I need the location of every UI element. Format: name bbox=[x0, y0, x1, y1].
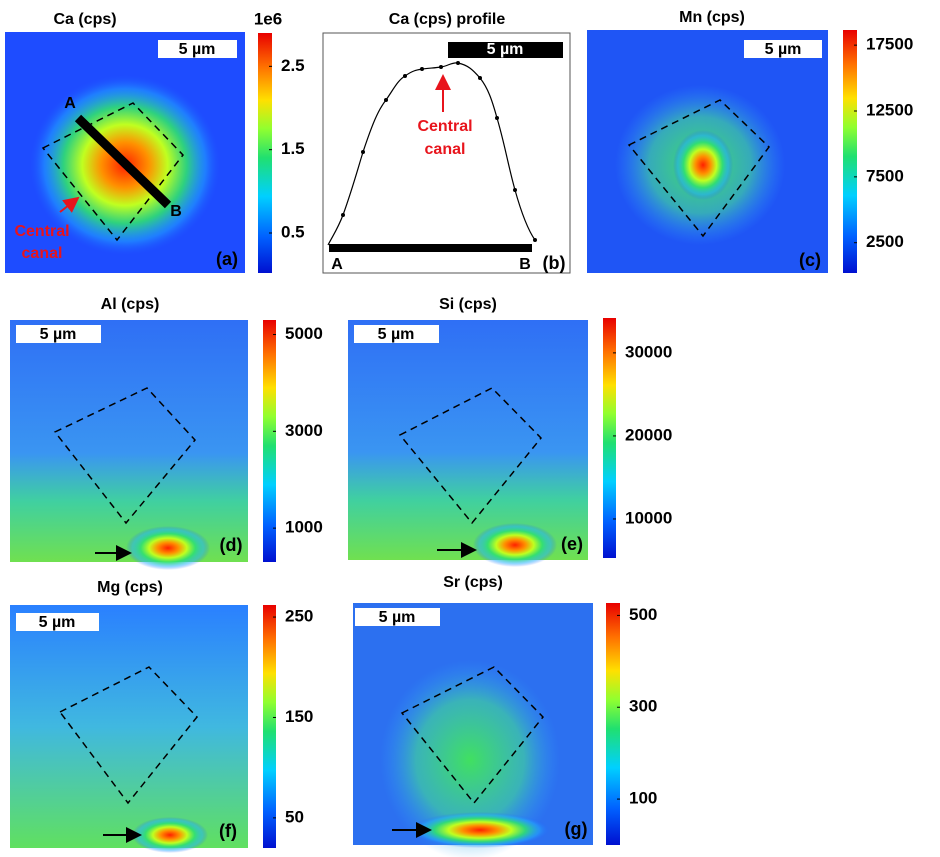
canal-label: canal bbox=[425, 141, 466, 158]
scale-bar-label: 5 µm bbox=[40, 326, 77, 343]
colorbar-tick-label: 20000 bbox=[625, 425, 672, 444]
colorbar-tick-label: 17500 bbox=[866, 35, 913, 54]
canal-label: canal bbox=[22, 245, 63, 262]
colorbar bbox=[603, 318, 616, 558]
outline bbox=[627, 99, 770, 238]
colorbar-tick-label: 300 bbox=[629, 697, 657, 716]
colorbar-tick-label: 1.5 bbox=[281, 139, 305, 158]
panel-title: Sr (cps) bbox=[443, 574, 503, 591]
panel-title: Al (cps) bbox=[101, 296, 160, 313]
panel-title: Si (cps) bbox=[439, 296, 497, 313]
scale-bar bbox=[744, 40, 822, 58]
colorbar bbox=[263, 605, 276, 848]
arrow bbox=[59, 196, 80, 213]
scale-bar-label: 5 µm bbox=[765, 41, 802, 58]
scale-bar-label: 5 µm bbox=[378, 326, 415, 343]
outline bbox=[400, 666, 545, 805]
heatmap bbox=[10, 320, 248, 562]
panel-b: Ca (cps) profile 5 µm Central canal A B … bbox=[322, 11, 571, 274]
profile-points bbox=[341, 61, 537, 242]
scale-bar-label: 5 µm bbox=[179, 41, 216, 58]
panel-e: Si (cps) 5 µm (e) bbox=[348, 296, 588, 567]
scale-bar bbox=[354, 325, 439, 343]
colorbar-tick-label: 0.5 bbox=[281, 222, 305, 241]
heatmap bbox=[10, 605, 248, 848]
scale-bar-label: 5 µm bbox=[487, 41, 524, 58]
point-label: A bbox=[331, 256, 343, 273]
panel-f: Mg (cps) 5 µm (f) bbox=[10, 579, 248, 853]
panel-d: Al (cps) 5 µm (d) bbox=[10, 296, 248, 570]
panel-title: Ca (cps) bbox=[53, 11, 116, 28]
outline bbox=[398, 387, 543, 525]
heatmap-spot bbox=[126, 526, 210, 570]
colorbar-tick-label: 500 bbox=[629, 605, 657, 624]
scale-bar bbox=[16, 325, 101, 343]
panel-title: Mg (cps) bbox=[97, 579, 163, 596]
panel-label: (d) bbox=[220, 535, 243, 555]
colorbar bbox=[258, 33, 272, 273]
panel-label: (a) bbox=[216, 249, 238, 269]
panel-label: (c) bbox=[799, 250, 821, 270]
outline bbox=[41, 102, 184, 242]
colorbar bbox=[606, 603, 620, 845]
panel-label: (b) bbox=[543, 253, 566, 273]
panel-title: Mn (cps) bbox=[679, 9, 745, 26]
colorbar-tick-label: 50 bbox=[285, 807, 304, 826]
panel-c: Mn (cps) 5 µm (c) bbox=[587, 9, 828, 273]
colorbar bbox=[843, 30, 857, 273]
scale-bar-label: 5 µm bbox=[39, 614, 76, 631]
colorbar-tick-label: 2500 bbox=[866, 232, 904, 251]
heatmap-spot bbox=[132, 817, 208, 853]
colorbar-tick-label: 100 bbox=[629, 789, 657, 808]
colorbar-tick-label: 250 bbox=[285, 607, 313, 626]
scale-bar-label: 5 µm bbox=[379, 609, 416, 626]
profile-bar bbox=[329, 244, 532, 252]
scale-bar bbox=[16, 613, 99, 631]
panel-a: Ca (cps) 5 µm A B Central canal (a) 1e6 bbox=[5, 9, 282, 273]
colorbar-tick-label: 30000 bbox=[625, 342, 672, 361]
canal-label: Central bbox=[14, 223, 69, 240]
colorbar-tick-label: 5000 bbox=[285, 324, 323, 343]
colorbar-tick-label: 3000 bbox=[285, 421, 323, 440]
scale-bar bbox=[158, 40, 237, 58]
profile-curve bbox=[327, 62, 536, 246]
colorbar-exponent: 1e6 bbox=[254, 9, 282, 28]
outline bbox=[58, 666, 198, 805]
profile-line bbox=[74, 114, 172, 209]
scale-bar bbox=[448, 42, 563, 58]
panel-label: (f) bbox=[219, 821, 237, 841]
point-label: A bbox=[64, 95, 76, 112]
colorbar-tick-label: 150 bbox=[285, 707, 313, 726]
colorbar bbox=[263, 320, 276, 562]
panel-g: Sr (cps) 5 µm (g) bbox=[353, 574, 593, 857]
heatmap-spot bbox=[380, 660, 560, 857]
panel-label: (g) bbox=[565, 819, 588, 839]
colorbar-tick-label: 12500 bbox=[866, 100, 913, 119]
panel-title: Ca (cps) profile bbox=[389, 11, 506, 28]
colorbar-tick-label: 1000 bbox=[285, 518, 323, 537]
heatmap-spot bbox=[410, 812, 550, 848]
heatmap-spot bbox=[473, 523, 557, 567]
panel-label: (e) bbox=[561, 534, 583, 554]
colorbar-tick-label: 10000 bbox=[625, 508, 672, 527]
outline bbox=[53, 387, 196, 525]
scale-bar bbox=[355, 608, 440, 626]
canal-label: Central bbox=[417, 118, 472, 135]
heatmap bbox=[348, 320, 588, 560]
point-label: B bbox=[170, 203, 182, 220]
heatmap-spot bbox=[673, 130, 733, 200]
point-label: B bbox=[519, 256, 531, 273]
colorbar-tick-label: 7500 bbox=[866, 166, 904, 185]
colorbar-tick-label: 2.5 bbox=[281, 56, 305, 75]
